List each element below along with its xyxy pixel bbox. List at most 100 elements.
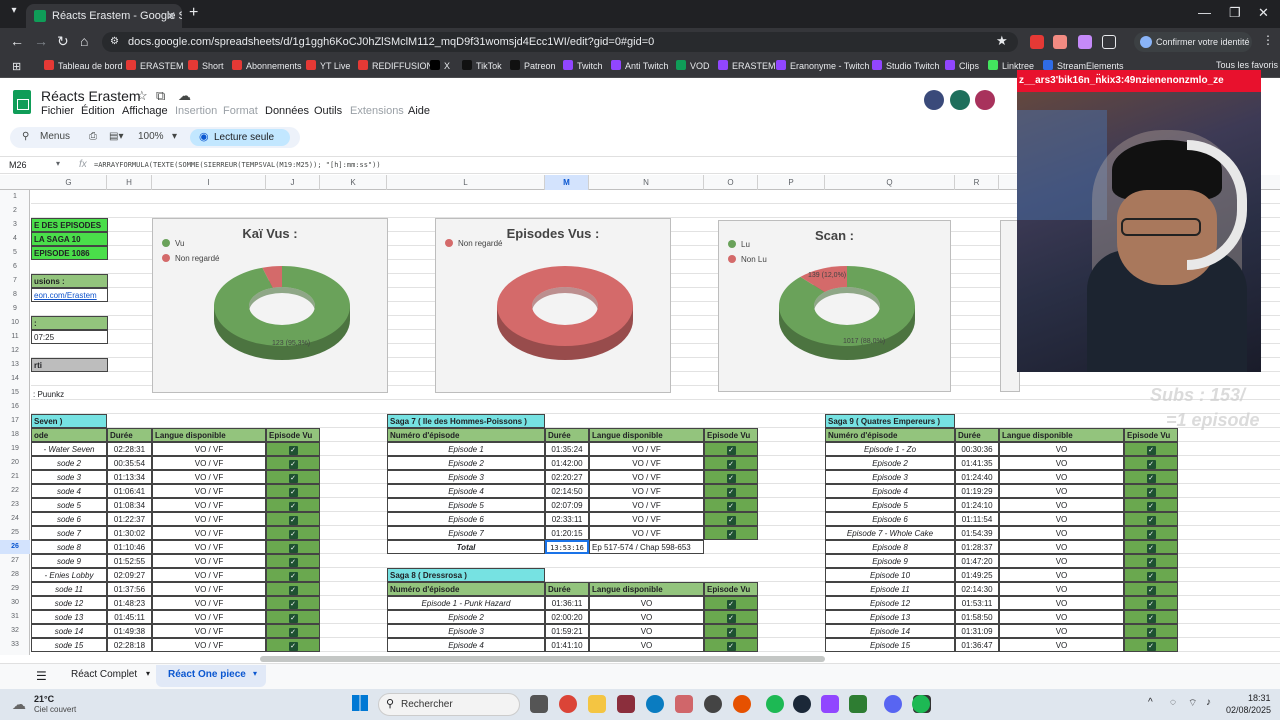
episode-name[interactable]: sode 7 [31,526,107,540]
spotify-icon[interactable] [912,695,930,713]
episode-vu-checkbox[interactable]: ✓ [704,624,758,638]
episode-language[interactable]: VO [589,624,704,638]
episode-language[interactable]: VO [999,568,1124,582]
column-header[interactable]: Q [825,175,955,190]
maximize-icon[interactable]: ❐ [1229,5,1241,20]
episode-name[interactable]: Episode 9 [825,554,955,568]
row-header[interactable]: 25 [11,529,19,536]
episode-vu-checkbox[interactable]: ✓ [1124,638,1178,652]
home-icon[interactable]: ⌂ [80,33,89,49]
star-icon[interactable]: ☆ [136,88,148,103]
all-bookmarks[interactable]: Tous les favoris [1216,60,1279,70]
column-header[interactable]: H [107,175,152,190]
row-header[interactable]: 4 [13,235,17,242]
episode-language[interactable]: VO [999,456,1124,470]
row-header[interactable]: 9 [13,305,17,312]
browser-tab[interactable]: Réacts Erastem - Google Sheets ✕ [26,4,182,28]
episode-name[interactable]: Episode 12 [825,596,955,610]
row-header[interactable]: 3 [13,221,17,228]
episode-name[interactable]: sode 13 [31,610,107,624]
episode-language[interactable]: VO [999,610,1124,624]
move-folder-icon[interactable]: ⧉ [156,88,166,103]
episode-name[interactable]: - Water Seven [31,442,107,456]
episode-name[interactable]: Episode 5 [387,498,545,512]
episode-name[interactable]: Episode 3 [387,470,545,484]
episode-name[interactable]: sode 6 [31,512,107,526]
row-header[interactable]: 19 [11,445,19,452]
paint-format-icon[interactable]: ▤▾ [109,131,124,142]
row-header[interactable]: 21 [11,473,19,480]
info-cell[interactable]: EPISODE 1086 [31,246,108,260]
episode-language[interactable]: VO / VF [589,456,704,470]
episode-vu-checkbox[interactable]: ✓ [1124,554,1178,568]
episode-duration[interactable]: 01:10:46 [107,540,152,554]
episode-duration[interactable]: 02:14:30 [955,582,999,596]
column-label[interactable]: Numéro d'épisode [387,582,545,596]
episode-vu-checkbox[interactable]: ✓ [1124,470,1178,484]
info-cell[interactable]: : [31,316,108,330]
episode-vu-checkbox[interactable]: ✓ [266,470,320,484]
episode-name[interactable]: sode 9 [31,554,107,568]
episode-duration[interactable]: 01:54:39 [955,526,999,540]
column-label[interactable]: Langue disponible [589,428,704,442]
episode-name[interactable]: sode 5 [31,498,107,512]
bookmark-item[interactable]: Twitch [563,60,603,71]
episode-vu-checkbox[interactable]: ✓ [266,456,320,470]
episode-vu-checkbox[interactable]: ✓ [266,484,320,498]
sheet-tab-dropdown-icon[interactable]: ▾ [146,669,151,678]
bookmark-item[interactable]: Eranonyme - Twitch [776,60,869,71]
episode-duration[interactable]: 01:49:38 [107,624,152,638]
column-header[interactable]: R [955,175,999,190]
episode-language[interactable]: VO [589,596,704,610]
column-header[interactable]: G [31,175,107,190]
episode-vu-checkbox[interactable]: ✓ [266,638,320,652]
episode-language[interactable]: VO [589,638,704,652]
column-label[interactable]: Durée [545,428,589,442]
collaborator-avatar[interactable] [924,90,944,110]
episode-name[interactable]: sode 12 [31,596,107,610]
volume-icon[interactable]: ♪ [1206,697,1211,708]
bookmark-item[interactable]: Short [188,60,224,71]
column-label[interactable]: Langue disponible [152,428,266,442]
episode-name[interactable]: Episode 7 [387,526,545,540]
episode-duration[interactable]: 00:30:36 [955,442,999,456]
column-header[interactable]: J [266,175,320,190]
episode-vu-checkbox[interactable]: ✓ [266,568,320,582]
episode-duration[interactable]: 02:14:50 [545,484,589,498]
bookmark-item[interactable]: TikTok [462,60,502,71]
weather-temp[interactable]: 21°C [34,694,55,704]
horizontal-scrollbar[interactable] [260,656,825,662]
browser-menu-icon[interactable]: ⋮ [1262,33,1274,47]
bookmark-item[interactable]: Anti Twitch [611,60,668,71]
total-note[interactable]: Ep 517-574 / Chap 598-653 [589,540,704,554]
episode-language[interactable]: VO [999,638,1124,652]
episode-language[interactable]: VO [999,526,1124,540]
sheet-tab-active[interactable]: Réact One piece [168,669,246,680]
clock-date[interactable]: 02/08/2025 [1226,705,1272,715]
episode-language[interactable]: VO [999,470,1124,484]
row-header[interactable]: 17 [11,417,19,424]
bookmark-item[interactable]: Linktree [988,60,1034,71]
app-icon[interactable] [704,695,722,713]
menu-help[interactable]: Aide [408,105,431,117]
row-header[interactable]: 12 [11,347,19,354]
column-label[interactable]: Episode Vu [704,582,758,596]
row-header[interactable]: 5 [13,249,17,256]
episode-duration[interactable]: 00:35:54 [107,456,152,470]
episode-vu-checkbox[interactable]: ✓ [1124,540,1178,554]
apps-grid-icon[interactable]: ⊞ [12,61,22,73]
app-icon[interactable] [617,695,635,713]
episode-vu-checkbox[interactable]: ✓ [1124,568,1178,582]
column-label[interactable]: Episode Vu [1124,428,1178,442]
episode-name[interactable]: Episode 4 [825,484,955,498]
collaborator-avatar[interactable] [950,90,970,110]
row-header[interactable]: 32 [11,627,19,634]
app-icon[interactable] [733,695,751,713]
menu-extensions[interactable]: Extensions [350,105,404,117]
bookmark-item[interactable]: Abonnements [232,60,302,71]
episode-vu-checkbox[interactable]: ✓ [266,442,320,456]
menu-format[interactable]: Format [223,105,258,117]
episode-language[interactable]: VO / VF [152,540,266,554]
column-label[interactable]: Episode Vu [704,428,758,442]
episode-language[interactable]: VO [999,512,1124,526]
